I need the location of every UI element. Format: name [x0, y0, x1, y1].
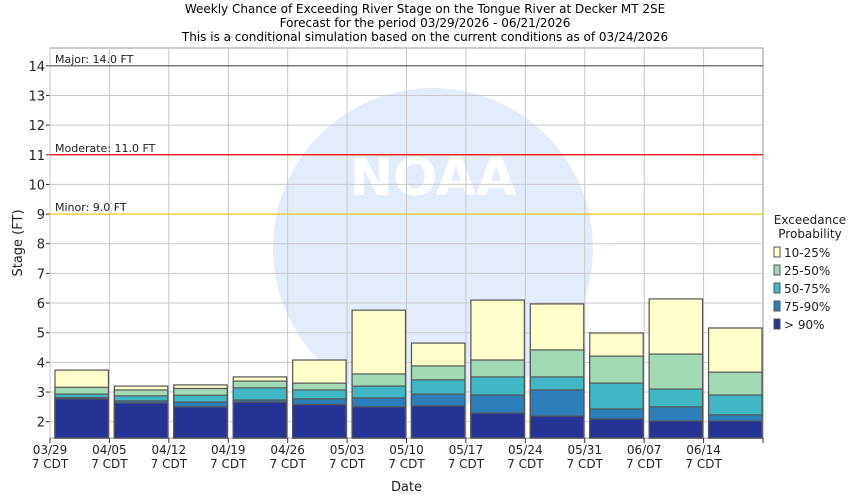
- x-tick-label: 06/07: [627, 443, 662, 457]
- x-tick-label: 05/31: [567, 443, 602, 457]
- chart-subtitle: Forecast for the period 03/29/2026 - 06/…: [279, 16, 571, 30]
- x-tick-label: 04/12: [152, 443, 187, 457]
- x-tick-label: 04/26: [270, 443, 305, 457]
- x-tick-label-time: 7 CDT: [32, 457, 69, 471]
- y-tick-label: 3: [37, 386, 45, 401]
- bar-segment--90-: [470, 412, 525, 439]
- x-tick-label: 05/24: [508, 443, 543, 457]
- x-tick-label-time: 7 CDT: [151, 457, 188, 471]
- legend-label: 25-50%: [784, 264, 830, 278]
- noaa-watermark-text: NOAA: [350, 148, 517, 208]
- legend-label: 10-25%: [784, 246, 830, 260]
- y-tick-label: 5: [37, 327, 45, 342]
- y-tick-label: 8: [37, 238, 45, 253]
- legend-label: 50-75%: [784, 282, 830, 296]
- bar-segment--90-: [648, 420, 704, 439]
- y-tick-label: 10: [28, 178, 45, 193]
- x-axis-label: Date: [391, 480, 422, 495]
- chart-title: Weekly Chance of Exceeding River Stage o…: [184, 2, 666, 16]
- legend-swatch: [773, 318, 781, 330]
- x-tick-label-time: 7 CDT: [210, 457, 247, 471]
- chart-subtitle-2: This is a conditional simulation based o…: [181, 30, 669, 44]
- legend-label: 75-90%: [784, 300, 830, 314]
- legend-swatch: [773, 246, 781, 258]
- x-tick-label-time: 7 CDT: [685, 457, 722, 471]
- x-tick-label: 04/05: [92, 443, 127, 457]
- y-tick-label: 12: [28, 119, 45, 134]
- bar-segment--90-: [292, 403, 347, 439]
- bar-segment--90-: [113, 402, 169, 439]
- legend-title: Exceedance: [774, 213, 846, 227]
- x-tick-label-time: 7 CDT: [388, 457, 425, 471]
- bar-segment--90-: [54, 398, 110, 439]
- bar-segment--90-: [589, 418, 644, 439]
- x-tick-label-time: 7 CDT: [269, 457, 306, 471]
- bar-segment--90-: [232, 401, 288, 439]
- x-tick-label: 06/14: [686, 443, 721, 457]
- legend-swatch: [773, 264, 781, 276]
- y-tick-label: 6: [37, 297, 45, 312]
- x-tick-label-time: 7 CDT: [507, 457, 544, 471]
- x-tick-label-time: 7 CDT: [626, 457, 663, 471]
- y-tick-label: 9: [37, 208, 45, 223]
- bar-segment--90-: [410, 405, 466, 439]
- y-tick-label: 4: [37, 356, 45, 371]
- bar-segment--90-: [707, 420, 763, 439]
- legend-swatch: [773, 282, 781, 294]
- bar-segment--90-: [351, 406, 407, 439]
- threshold-label: Moderate: 11.0 FT: [55, 142, 156, 155]
- x-tick-label-time: 7 CDT: [448, 457, 485, 471]
- threshold-label: Major: 14.0 FT: [55, 53, 134, 66]
- x-tick-label: 04/19: [211, 443, 246, 457]
- threshold-label: Minor: 9.0 FT: [55, 201, 127, 214]
- y-tick-label: 13: [28, 89, 45, 104]
- bar-segment--90-: [173, 406, 228, 439]
- x-tick-label: 05/03: [330, 443, 365, 457]
- y-tick-label: 11: [28, 149, 45, 164]
- legend-swatch: [773, 300, 781, 312]
- y-tick-label: 14: [28, 60, 45, 75]
- x-tick-label-time: 7 CDT: [329, 457, 366, 471]
- x-tick-label: 05/10: [389, 443, 424, 457]
- x-tick-label: 03/29: [33, 443, 68, 457]
- y-axis-label: Stage (FT): [11, 209, 26, 276]
- y-tick-label: 2: [37, 416, 45, 431]
- legend-title: Probability: [778, 227, 841, 241]
- x-tick-label: 05/17: [449, 443, 484, 457]
- y-tick-label: 7: [37, 267, 45, 282]
- bar-segment--90-: [529, 415, 585, 439]
- legend-label: > 90%: [784, 318, 825, 332]
- x-tick-label-time: 7 CDT: [567, 457, 604, 471]
- x-tick-label-time: 7 CDT: [91, 457, 128, 471]
